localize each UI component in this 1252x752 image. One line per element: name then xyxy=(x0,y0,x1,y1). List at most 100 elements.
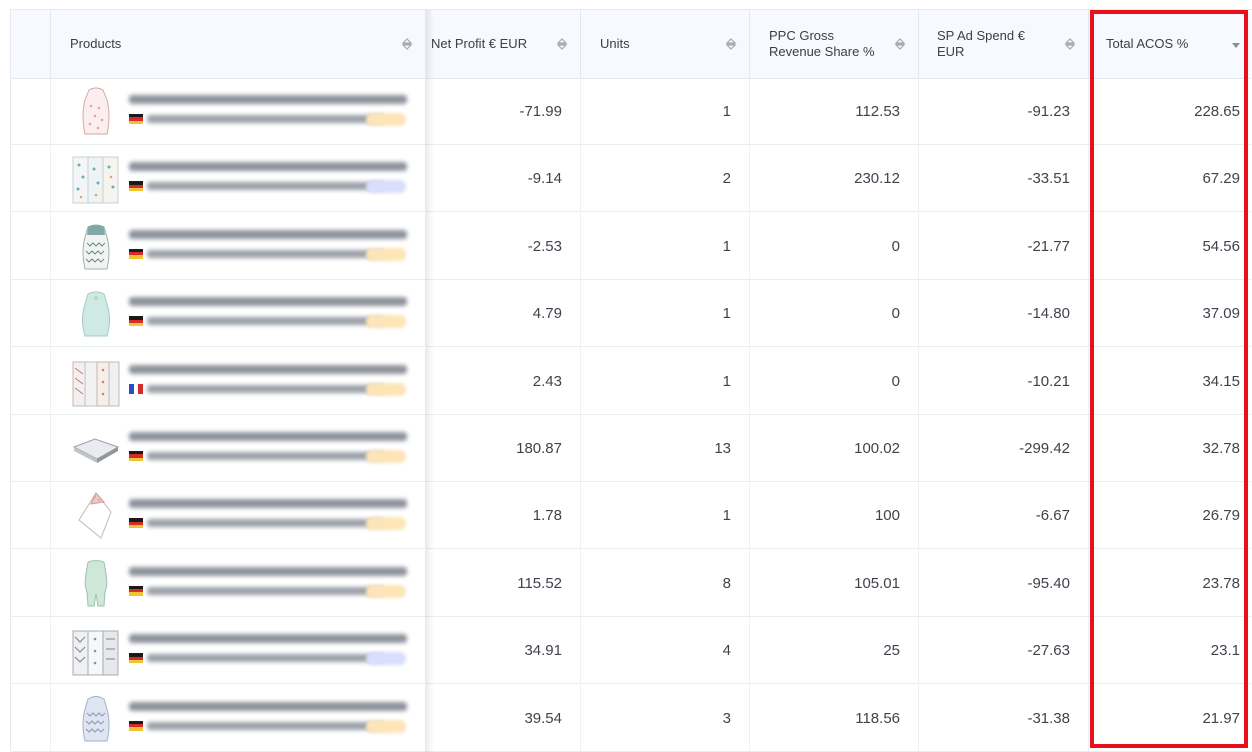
table-row[interactable]: -9.14 2 230.12 -33.51 67.29 xyxy=(11,145,1251,213)
product-cell[interactable] xyxy=(51,212,426,280)
table-row[interactable]: 4.79 1 0 -14.80 37.09 xyxy=(11,280,1251,348)
table-row[interactable]: 39.54 3 118.56 -31.38 21.97 xyxy=(11,684,1251,752)
table-row[interactable]: 1.78 1 100 -6.67 26.79 xyxy=(11,482,1251,550)
ppc-share-cell: 105.01 xyxy=(750,549,919,617)
muslin-cloth-grey-icon[interactable] xyxy=(71,625,121,677)
header-total-acos[interactable]: Total ACOS % xyxy=(1089,10,1251,78)
product-name-redacted[interactable] xyxy=(129,700,407,712)
sort-icon[interactable] xyxy=(725,37,737,51)
product-cell[interactable] xyxy=(51,78,426,145)
row-select-cell xyxy=(11,347,51,415)
sp-ad-spend-cell: -95.40 xyxy=(919,549,1089,617)
product-name-redacted[interactable] xyxy=(129,160,407,172)
header-net-profit-label: Net Profit € EUR xyxy=(431,36,528,51)
table-row[interactable]: 115.52 8 105.01 -95.40 23.78 xyxy=(11,549,1251,617)
flag-de-icon xyxy=(129,585,143,596)
sleeping-bag-pink-icon[interactable] xyxy=(71,86,121,138)
sleeping-bag-feet-icon[interactable] xyxy=(71,558,121,610)
net-profit-cell: 115.52 xyxy=(426,549,581,617)
products-table: Products Net Profit € EUR Units PPC Gros… xyxy=(10,9,1252,752)
product-name-redacted[interactable] xyxy=(129,565,407,577)
flag-de-icon xyxy=(129,451,143,461)
header-units[interactable]: Units xyxy=(581,10,750,78)
product-asin-redacted xyxy=(147,586,385,595)
product-cell[interactable] xyxy=(51,347,426,415)
product-name-redacted[interactable] xyxy=(129,497,407,509)
sp-ad-spend-cell: -27.63 xyxy=(919,617,1089,685)
flag-de-icon xyxy=(129,248,143,259)
net-profit-cell: 39.54 xyxy=(426,684,581,752)
ppc-share-cell: 0 xyxy=(750,212,919,280)
product-asin-redacted xyxy=(147,182,385,191)
total-acos-cell: 26.79 xyxy=(1202,507,1240,525)
product-cell[interactable] xyxy=(51,684,426,752)
product-cell[interactable] xyxy=(51,145,426,213)
blanket-grey-icon[interactable] xyxy=(71,423,121,475)
ppc-share-cell: 0 xyxy=(750,347,919,415)
sort-icon[interactable] xyxy=(894,37,906,51)
header-ppc-share[interactable]: PPC Gross Revenue Share % xyxy=(750,10,919,78)
header-products-label: Products xyxy=(70,36,122,51)
product-name-redacted[interactable] xyxy=(129,93,407,105)
units-cell: 1 xyxy=(581,280,750,348)
product-asin-redacted xyxy=(147,519,385,528)
product-asin-redacted xyxy=(147,317,385,326)
product-cell[interactable] xyxy=(51,415,426,482)
ppc-share-cell: 112.53 xyxy=(750,78,919,145)
flag-fr-icon xyxy=(129,383,143,394)
product-cell[interactable] xyxy=(51,280,426,348)
hooded-towel-icon[interactable] xyxy=(71,490,121,542)
header-net-profit[interactable]: Net Profit € EUR xyxy=(426,10,581,78)
product-asin-redacted xyxy=(147,452,385,460)
header-products[interactable]: Products xyxy=(51,10,426,78)
status-badge xyxy=(366,247,406,261)
sort-icon[interactable] xyxy=(401,37,413,51)
muslin-cloth-pack-icon[interactable] xyxy=(71,356,121,408)
sort-icon[interactable] xyxy=(556,37,568,51)
status-badge xyxy=(366,719,406,733)
header-ppc-share-label: PPC Gross Revenue Share % xyxy=(769,28,875,59)
header-units-label: Units xyxy=(600,36,630,51)
status-badge xyxy=(366,113,406,126)
status-badge xyxy=(366,584,406,598)
ppc-share-cell: 25 xyxy=(750,617,919,685)
product-cell[interactable] xyxy=(51,617,426,685)
product-cell[interactable] xyxy=(51,549,426,617)
total-acos-cell: 228.65 xyxy=(1194,103,1240,120)
sleeping-bag-blue-icon[interactable] xyxy=(71,693,121,745)
table-row[interactable]: 2.43 1 0 -10.21 34.15 xyxy=(11,347,1251,415)
table-row[interactable]: 180.87 13 100.02 -299.42 32.78 xyxy=(11,415,1251,482)
row-select-cell xyxy=(11,549,51,617)
sort-icon[interactable] xyxy=(1064,37,1076,51)
sleeping-bag-mint-icon[interactable] xyxy=(71,288,121,340)
header-sp-ad-spend[interactable]: SP Ad Spend € EUR xyxy=(919,10,1089,78)
status-badge xyxy=(366,450,406,463)
sort-desc-icon[interactable] xyxy=(1231,41,1243,55)
product-name-redacted[interactable] xyxy=(129,632,407,644)
product-name-redacted[interactable] xyxy=(129,295,407,307)
header-sp-ad-spend-label: SP Ad Spend € EUR xyxy=(937,28,1025,59)
product-cell[interactable] xyxy=(51,482,426,550)
total-acos-cell: 37.09 xyxy=(1202,305,1240,323)
status-badge xyxy=(366,382,406,396)
product-name-redacted[interactable] xyxy=(129,430,407,442)
table-row[interactable]: 34.91 4 25 -27.63 23.1 xyxy=(11,617,1251,685)
total-acos-cell: 23.78 xyxy=(1202,574,1240,592)
row-select-cell xyxy=(11,280,51,348)
table-row[interactable]: -2.53 1 0 -21.77 54.56 xyxy=(11,212,1251,280)
muslin-cloth-pattern-icon[interactable] xyxy=(71,153,121,205)
product-asin-redacted xyxy=(147,115,385,123)
sp-ad-spend-cell: -10.21 xyxy=(919,347,1089,415)
product-name-redacted[interactable] xyxy=(129,228,407,240)
units-cell: 1 xyxy=(581,212,750,280)
sp-ad-spend-cell: -33.51 xyxy=(919,145,1089,213)
flag-de-icon xyxy=(129,653,143,664)
units-cell: 2 xyxy=(581,145,750,213)
header-total-acos-label: Total ACOS % xyxy=(1106,36,1189,51)
sleeping-bag-teal-icon[interactable] xyxy=(71,221,121,273)
header-select-column xyxy=(11,10,51,78)
table-row[interactable]: -71.99 1 112.53 -91.23 228.65 xyxy=(11,78,1251,145)
flag-de-icon xyxy=(129,720,143,731)
product-name-redacted[interactable] xyxy=(129,363,407,375)
status-badge xyxy=(366,180,406,194)
